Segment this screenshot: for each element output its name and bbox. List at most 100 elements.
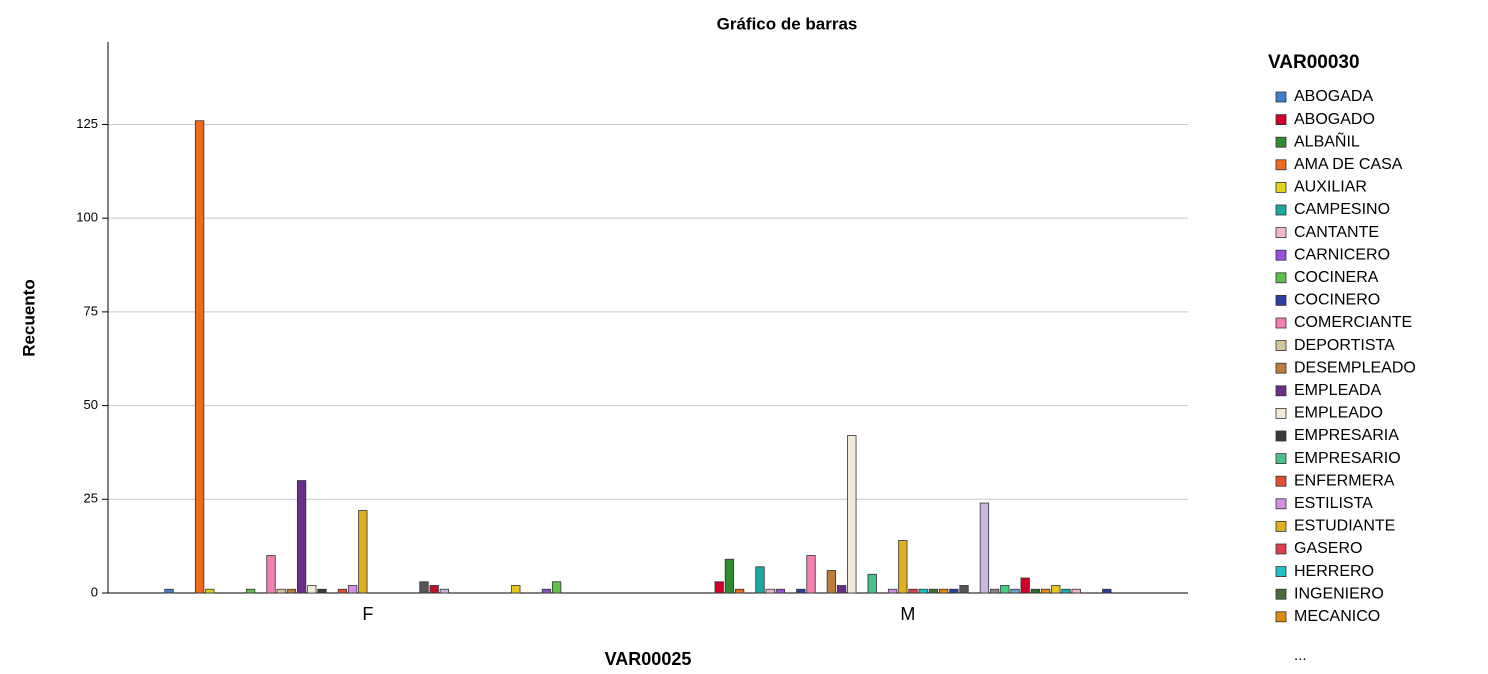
legend-label: COMERCIANTE xyxy=(1294,314,1412,331)
chart-title: Gráfico de barras xyxy=(717,14,858,33)
bar xyxy=(989,588,1000,594)
legend-swatch xyxy=(1275,566,1287,577)
legend-label: COCINERO xyxy=(1294,292,1380,309)
y-tick-label: 50 xyxy=(84,397,98,412)
x-tick-label: M xyxy=(900,604,915,624)
x-axis-label: VAR00025 xyxy=(605,649,692,669)
legend-label: CANTANTE xyxy=(1294,224,1379,241)
bar xyxy=(918,588,928,594)
legend-title: VAR00030 xyxy=(1268,52,1360,73)
legend-label: ABOGADA xyxy=(1294,88,1373,105)
legend-swatch xyxy=(1275,407,1287,419)
legend-label: HERRERO xyxy=(1294,563,1374,580)
legend-label: ESTILISTA xyxy=(1294,495,1373,512)
legend-label: EMPLEADO xyxy=(1294,405,1383,422)
bar xyxy=(847,435,857,594)
legend-swatch xyxy=(1275,294,1287,306)
bar xyxy=(775,588,786,594)
bar xyxy=(439,588,450,594)
legend-label: COCINERA xyxy=(1294,269,1379,286)
bar xyxy=(836,585,847,594)
bar xyxy=(551,581,562,594)
bar xyxy=(949,588,959,594)
legend-label: MECANICO xyxy=(1294,608,1380,625)
legend-swatch xyxy=(1275,317,1287,329)
legend-label: ABOGADO xyxy=(1294,111,1375,128)
legend-swatch xyxy=(1275,385,1287,397)
legend-label: EMPRESARIA xyxy=(1294,427,1399,444)
legend-swatch xyxy=(1275,91,1287,103)
legend-swatch xyxy=(1275,362,1287,374)
bar xyxy=(358,510,368,594)
bar xyxy=(245,588,256,594)
bar xyxy=(266,555,276,594)
bar xyxy=(887,588,898,594)
legend-swatch xyxy=(1275,588,1287,600)
legend-label: ALBAÑIL xyxy=(1294,130,1360,150)
bar xyxy=(724,558,735,594)
bar xyxy=(419,581,429,594)
legend-label: CAMPESINO xyxy=(1294,201,1390,218)
bar xyxy=(164,588,174,594)
y-tick-label: 0 xyxy=(91,584,98,599)
bar xyxy=(979,502,990,594)
bar xyxy=(908,588,918,594)
bar xyxy=(1102,588,1112,594)
y-tick-label: 100 xyxy=(76,210,98,225)
legend-swatch xyxy=(1275,475,1287,487)
bar xyxy=(959,585,969,594)
bar xyxy=(541,588,552,594)
legend-label: ESTUDIANTE xyxy=(1294,518,1395,535)
bar xyxy=(898,540,908,594)
legend-swatch xyxy=(1275,181,1287,193)
legend-label: CARNICERO xyxy=(1294,246,1390,263)
legend-label: DESEMPLEADO xyxy=(1294,359,1416,376)
legend-swatch xyxy=(1275,543,1287,555)
legend-label: AMA DE CASA xyxy=(1294,156,1403,173)
legend-label: AUXILIAR xyxy=(1294,179,1367,196)
legend-swatch xyxy=(1275,611,1287,623)
bar xyxy=(317,588,327,594)
bar xyxy=(734,588,745,594)
bar xyxy=(429,585,439,594)
bar xyxy=(928,588,939,594)
legend-swatch xyxy=(1275,159,1287,171)
bar xyxy=(796,588,806,594)
bar xyxy=(1071,588,1081,594)
bar xyxy=(276,588,286,594)
bar xyxy=(826,570,837,594)
bar xyxy=(1040,588,1051,594)
bar xyxy=(1000,585,1010,594)
y-tick-label: 75 xyxy=(84,303,98,318)
bar xyxy=(205,588,215,594)
legend-swatch xyxy=(1275,204,1287,216)
bar xyxy=(714,581,724,594)
bar xyxy=(1061,588,1071,594)
legend-more: ... xyxy=(1294,647,1307,664)
bar xyxy=(806,555,816,594)
bar xyxy=(867,573,877,594)
legend-swatch xyxy=(1275,114,1287,125)
bar xyxy=(296,480,307,594)
y-tick-label: 25 xyxy=(84,491,98,506)
y-axis-label: Recuento xyxy=(19,279,38,356)
bar xyxy=(194,120,205,594)
bar xyxy=(938,588,949,594)
bar xyxy=(1010,588,1020,594)
legend-label: INGENIERO xyxy=(1294,585,1384,602)
legend-swatch xyxy=(1275,430,1287,442)
legend-swatch xyxy=(1275,340,1287,352)
bar xyxy=(337,588,348,594)
legend-swatch xyxy=(1275,521,1287,532)
legend-label: ENFERMERA xyxy=(1294,472,1395,489)
legend-label: EMPRESARIO xyxy=(1294,450,1401,467)
bar xyxy=(307,585,317,594)
bar xyxy=(765,588,775,594)
bar xyxy=(1030,588,1041,594)
bar xyxy=(286,588,297,594)
bar xyxy=(1020,577,1030,594)
legend-label: DEPORTISTA xyxy=(1294,337,1395,354)
legend-swatch xyxy=(1275,498,1287,510)
bar xyxy=(1051,585,1061,594)
